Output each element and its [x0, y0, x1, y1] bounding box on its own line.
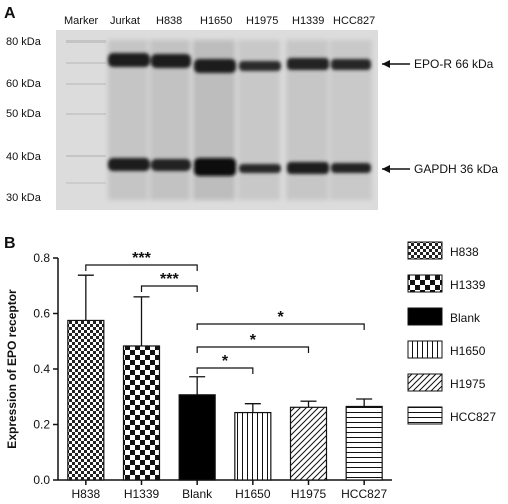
error-bar-blank — [189, 376, 206, 395]
error-bar-h1650 — [244, 403, 261, 413]
y-tick-label: 0.8 — [33, 251, 50, 265]
x-tick-label-h838: H838 — [71, 487, 100, 501]
kda-label-40: 40 kDa — [6, 151, 42, 163]
y-axis-title: Expression of EPO receptor — [5, 289, 19, 449]
sig-bracket-blank-h1650: * — [196, 353, 254, 374]
y-tick-label: 0.0 — [33, 473, 50, 487]
sig-label: *** — [160, 271, 179, 288]
lane-label-h1650: H1650 — [200, 15, 232, 27]
x-tick-label-h1650: H1650 — [235, 487, 271, 501]
western-blot-panel: Marker Jurkat H838 H1650 H1975 H1339 HCC… — [6, 15, 498, 210]
sig-bracket-h1339-blank: *** — [140, 271, 198, 292]
legend-swatch-h1339 — [407, 274, 443, 293]
bar-h1975 — [289, 406, 328, 481]
gapdh-arrowhead-icon — [382, 165, 390, 173]
epo-r-band-jurkat — [108, 53, 150, 67]
kda-label-50: 50 kDa — [6, 108, 42, 120]
gapdh-band-jurkat — [108, 158, 150, 171]
bar-blank — [178, 394, 216, 481]
epo-r-bands — [108, 53, 371, 73]
legend-swatch-h838 — [407, 241, 443, 260]
y-tick-label: 0.4 — [33, 362, 50, 376]
sig-bracket-h838-blank: *** — [85, 250, 198, 271]
legend-label-h1339: H1339 — [450, 278, 486, 292]
bar-h838 — [67, 319, 105, 481]
legend-label-h1975: H1975 — [450, 377, 486, 391]
x-tick-label-h1339: H1339 — [124, 487, 160, 501]
epo-r-band-hcc827 — [331, 59, 371, 70]
epo-r-band-h1339 — [287, 58, 329, 70]
lane-label-h1339: H1339 — [292, 15, 324, 27]
epo-r-band-h838 — [151, 54, 191, 68]
lane-label-h1975: H1975 — [246, 15, 278, 27]
chart-significance: ********* — [85, 250, 365, 374]
epo-r-arrow — [382, 60, 410, 68]
error-bar-h1975 — [300, 400, 317, 408]
legend-item-h1339: H1339 — [407, 274, 486, 293]
gapdh-band-h838 — [151, 159, 191, 171]
bar-h1650 — [234, 411, 272, 481]
lane-label-jurkat: Jurkat — [110, 15, 140, 27]
legend-label-h1650: H1650 — [450, 344, 486, 358]
epo-r-band-label: EPO-R 66 kDa — [414, 57, 494, 71]
error-bar-hcc827 — [356, 398, 373, 407]
gapdh-band-h1339 — [287, 162, 329, 174]
legend-swatch-h1975 — [407, 373, 443, 392]
legend-swatch-h1650 — [407, 340, 443, 359]
gapdh-band-h1650 — [194, 158, 236, 176]
x-tick-label-hcc827: HCC827 — [341, 487, 387, 501]
sig-bracket-blank-h1975: * — [196, 332, 310, 353]
epo-r-band-h1650 — [194, 59, 236, 73]
chart-y-tick-labels: 0.0 0.2 0.4 0.6 0.8 — [33, 251, 58, 487]
x-tick-label-h1975: H1975 — [291, 487, 327, 501]
legend-label-blank: Blank — [450, 311, 481, 325]
bar-h1339 — [122, 345, 161, 481]
legend-swatch-blank — [407, 307, 443, 326]
sig-bracket-blank-hcc827: * — [196, 309, 365, 330]
error-bar-h1339 — [133, 296, 150, 346]
sig-label: * — [222, 353, 229, 370]
x-tick-label-blank: Blank — [182, 487, 213, 501]
epo-r-band-h1975 — [239, 61, 281, 71]
panel-b-label: B — [4, 235, 16, 252]
gapdh-band-label: GAPDH 36 kDa — [414, 162, 498, 176]
lane-label-marker: Marker — [64, 15, 99, 27]
error-bar-h838 — [77, 274, 94, 321]
y-tick-label: 0.2 — [33, 418, 50, 432]
epo-r-arrowhead-icon — [382, 60, 390, 68]
gapdh-bands — [108, 158, 371, 176]
legend-swatch-hcc827 — [407, 406, 443, 425]
gapdh-band-hcc827 — [331, 163, 371, 173]
sig-label: *** — [132, 250, 151, 267]
chart-legend: H838 H1339 Blank H1650 H1975 HCC827 — [407, 241, 496, 425]
lane-label-h838: H838 — [156, 15, 182, 27]
marker-ladder — [66, 40, 106, 184]
legend-label-h838: H838 — [450, 245, 479, 259]
kda-label-30: 30 kDa — [6, 192, 42, 204]
legend-item-h1975: H1975 — [407, 373, 486, 392]
chart-bars — [67, 319, 383, 481]
legend-item-h838: H838 — [407, 241, 479, 260]
legend-item-blank: Blank — [407, 307, 481, 326]
gapdh-arrow — [382, 165, 410, 173]
sig-label: * — [278, 309, 285, 326]
chart-error-bars — [77, 274, 373, 413]
legend-label-hcc827: HCC827 — [450, 410, 496, 424]
chart-x-tick-labels: H838 H1339 Blank H1650 H1975 HCC827 — [71, 480, 387, 501]
sig-label: * — [250, 332, 257, 349]
kda-label-80: 80 kDa — [6, 36, 42, 48]
legend-item-hcc827: HCC827 — [407, 406, 496, 425]
bar-hcc827 — [345, 405, 383, 481]
legend-item-h1650: H1650 — [407, 340, 486, 359]
gapdh-band-h1975 — [239, 164, 281, 173]
kda-label-60: 60 kDa — [6, 78, 42, 90]
lane-label-hcc827: HCC827 — [333, 15, 375, 27]
y-tick-label: 0.6 — [33, 307, 50, 321]
panel-a-label: A — [4, 5, 16, 22]
bar-chart: ********* H838 H1339 Blank H1650 H1975 HCC827… — [5, 250, 392, 501]
